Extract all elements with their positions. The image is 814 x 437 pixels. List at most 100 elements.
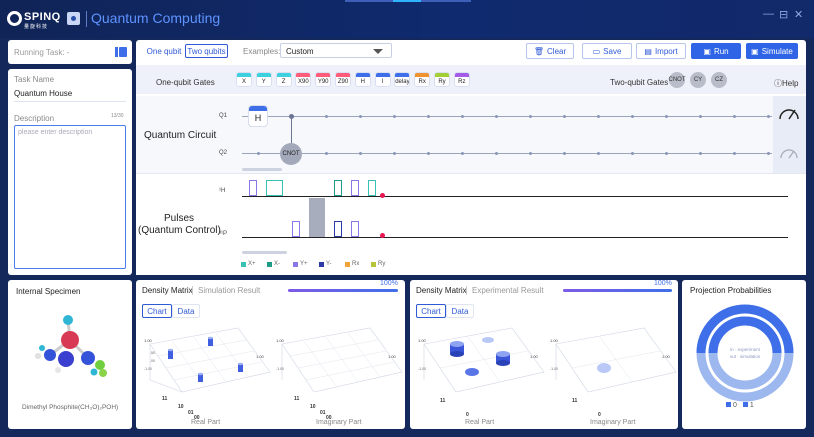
help-link[interactable]: ⓘHelp bbox=[774, 78, 798, 89]
measure-gauge-icon[interactable] bbox=[778, 105, 800, 121]
cz-gate-button[interactable]: CZ bbox=[711, 72, 727, 88]
gate-h[interactable]: H bbox=[354, 72, 371, 87]
wire-slot[interactable] bbox=[563, 152, 566, 155]
description-textarea[interactable]: please enter description bbox=[14, 125, 126, 269]
sim-imag-x-right: 1.00 bbox=[388, 354, 397, 359]
simulate-icon: ▣ bbox=[751, 46, 759, 56]
wire-slot[interactable] bbox=[597, 115, 600, 118]
tab-two-qubits[interactable]: Two qubits bbox=[185, 44, 228, 58]
title-bar-highlight bbox=[345, 0, 393, 2]
sim-tab-data[interactable]: Data bbox=[172, 304, 200, 318]
wire-slot[interactable] bbox=[325, 152, 328, 155]
wire-slot[interactable] bbox=[325, 115, 328, 118]
circuit-scrollbar[interactable] bbox=[242, 168, 282, 171]
quantum-circuit-title: Quantum Circuit bbox=[144, 130, 217, 141]
wire-slot[interactable] bbox=[665, 115, 668, 118]
pulse-baseline-p bbox=[242, 237, 788, 238]
gate-ry[interactable]: Ry bbox=[434, 72, 450, 87]
wire-slot[interactable] bbox=[359, 152, 362, 155]
wire-slot[interactable] bbox=[665, 152, 668, 155]
pulses-title: Pulses bbox=[164, 213, 195, 224]
svg-text:10: 10 bbox=[178, 404, 184, 410]
sim-real-x-right: 1.00 bbox=[256, 354, 265, 359]
run-button[interactable]: ▣ Run bbox=[691, 43, 741, 59]
circuit-area bbox=[136, 96, 806, 174]
pulse-channel-h: ¹H bbox=[219, 188, 226, 194]
close-button[interactable]: ✕ bbox=[794, 9, 804, 21]
gate-y[interactable]: Y bbox=[255, 72, 272, 87]
gate-x90[interactable]: X90 bbox=[295, 72, 312, 87]
pulse-x-plus bbox=[266, 180, 283, 196]
exp-tab-data[interactable]: Data bbox=[446, 304, 474, 318]
gate-y90[interactable]: Y90 bbox=[315, 72, 332, 87]
pulse-cnot-block bbox=[309, 198, 325, 237]
wire-slot[interactable] bbox=[393, 115, 396, 118]
gate-i[interactable]: I bbox=[374, 72, 391, 87]
maximize-button[interactable]: ⊟ bbox=[779, 9, 789, 21]
running-task-panel: Running Task: - bbox=[8, 40, 132, 64]
wire-slot[interactable] bbox=[257, 152, 260, 155]
wire-slot[interactable] bbox=[461, 152, 464, 155]
exp-tab-chart[interactable]: Chart bbox=[416, 304, 446, 318]
specimen-title: Internal Specimen bbox=[16, 287, 81, 296]
wire-slot[interactable] bbox=[495, 152, 498, 155]
tab-one-qubit[interactable]: One qubit bbox=[146, 46, 182, 56]
pulse-legend-label: X- bbox=[274, 261, 280, 267]
wire-slot[interactable] bbox=[699, 115, 702, 118]
save-button[interactable]: ▭ Save bbox=[582, 43, 632, 59]
wire-slot[interactable] bbox=[563, 115, 566, 118]
cnot-gate-button[interactable]: CNOT bbox=[669, 72, 686, 88]
wire-slot[interactable] bbox=[733, 152, 736, 155]
wire-slot[interactable] bbox=[631, 152, 634, 155]
pulse-scrollbar[interactable] bbox=[242, 251, 287, 254]
specimen-panel: Internal Specimen Dimethyl Phosphite(CH₃… bbox=[8, 280, 132, 429]
wire-slot[interactable] bbox=[699, 152, 702, 155]
examples-select[interactable]: Custom bbox=[280, 43, 392, 58]
wire-slot[interactable] bbox=[733, 115, 736, 118]
sim-tab-chart[interactable]: Chart bbox=[142, 304, 172, 318]
wire-slot[interactable] bbox=[597, 152, 600, 155]
gate-z[interactable]: Z bbox=[275, 72, 292, 87]
cy-gate-button[interactable]: CY bbox=[690, 72, 706, 88]
import-button[interactable]: ▤ Import bbox=[636, 43, 686, 59]
gate-x[interactable]: X bbox=[236, 72, 252, 87]
sim-imaginary-part-label: Imaginary Part bbox=[316, 419, 362, 426]
h-gate-on-q1[interactable]: H bbox=[248, 105, 268, 127]
wire-slot[interactable] bbox=[461, 115, 464, 118]
wire-slot[interactable] bbox=[427, 115, 430, 118]
task-list-icon[interactable] bbox=[115, 47, 127, 57]
h-gate-color-band bbox=[249, 106, 267, 111]
pulse-legend-swatch bbox=[267, 261, 272, 267]
wire-slot[interactable] bbox=[767, 115, 770, 118]
sim-density-panel: Density Matrix Simulation Result 100% Ch… bbox=[136, 280, 405, 429]
qubit-q1-label: Q1 bbox=[219, 113, 228, 119]
simulate-button[interactable]: ▣ Simulate bbox=[746, 43, 798, 59]
measure-gauge-icon-disabled[interactable] bbox=[780, 147, 798, 159]
pulse-legend-item: X+ bbox=[241, 261, 256, 267]
gate-z90[interactable]: Z90 bbox=[335, 72, 351, 87]
task-name-input[interactable]: Quantum House bbox=[14, 85, 126, 102]
wire-slot[interactable] bbox=[529, 115, 532, 118]
gate-delay[interactable]: delay bbox=[394, 72, 411, 87]
clear-button[interactable]: 🗑 Clear bbox=[526, 43, 574, 59]
wire-slot[interactable] bbox=[393, 152, 396, 155]
wire-slot[interactable] bbox=[495, 115, 498, 118]
title-bar: SPINQ 量旋科技 Quantum Computing — ⊟ ✕ bbox=[0, 0, 814, 38]
wire-slot[interactable] bbox=[529, 152, 532, 155]
sim-real-y-bottom: -1.00 bbox=[144, 367, 152, 371]
wire-slot[interactable] bbox=[631, 115, 634, 118]
gate-rx[interactable]: Rx bbox=[414, 72, 431, 87]
minimize-button[interactable]: — bbox=[763, 8, 774, 20]
svg-text:11: 11 bbox=[294, 396, 300, 402]
cnot-gate-on-q2[interactable]: CNOT bbox=[280, 143, 302, 165]
gate-rz[interactable]: Rz bbox=[453, 72, 470, 87]
wire-slot[interactable] bbox=[427, 152, 430, 155]
description-counter: 13/30 bbox=[111, 113, 124, 119]
two-qubit-gates-label: Two-qubit Gates bbox=[610, 78, 669, 87]
app-icon bbox=[67, 12, 80, 25]
wire-slot[interactable] bbox=[767, 152, 770, 155]
legend-1-label: 1 bbox=[749, 402, 754, 409]
wire-slot[interactable] bbox=[359, 115, 362, 118]
sim-real-part-label: Real Part bbox=[191, 419, 221, 426]
simulate-button-label: Simulate bbox=[761, 46, 793, 56]
